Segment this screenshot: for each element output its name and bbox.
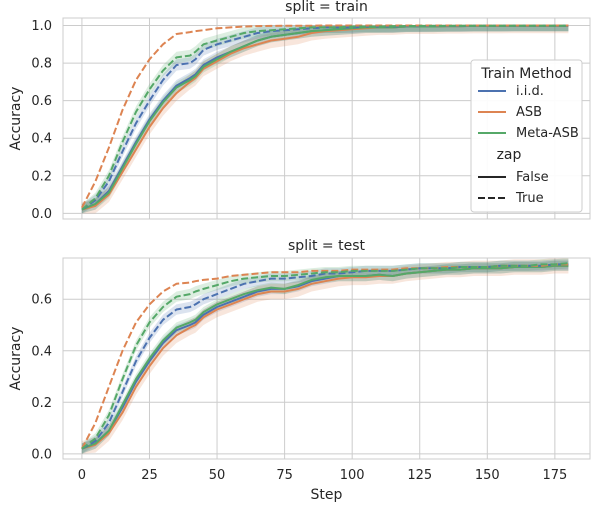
- legend-methods: i.i.d. ASB Meta-ASB: [478, 84, 579, 141]
- y-tick-label: 0.2: [31, 396, 52, 411]
- x-tick-label: 125: [407, 468, 432, 483]
- y-tick-label: 0.4: [31, 132, 52, 147]
- y-tick-label: 1.0: [31, 19, 52, 34]
- panel-train-bands: [81, 25, 569, 214]
- panel-train-title: split = train: [285, 0, 368, 15]
- legend-title-zap: zap: [497, 147, 522, 163]
- panel-test-y-label: Accuracy: [8, 327, 24, 391]
- legend-style-label: False: [516, 170, 549, 185]
- legend-method-label: i.i.d.: [516, 84, 544, 99]
- x-tick-label: 0: [78, 468, 86, 483]
- y-tick-label: 0.2: [31, 169, 52, 184]
- legend-styles: False True: [478, 170, 549, 206]
- confidence-band: [81, 260, 569, 454]
- legend-style-label: True: [515, 191, 544, 206]
- series-line: [81, 264, 569, 450]
- panel-test-lines: [81, 262, 569, 450]
- panel-test: 0.0 0.2 0.4 0.6 split = test Accuracy: [8, 238, 591, 463]
- confidence-band: [81, 25, 569, 214]
- x-tick-label: 100: [340, 468, 365, 483]
- x-axis-label: Step: [311, 487, 343, 503]
- panel-train-lines: [81, 24, 569, 211]
- panel-train-frame: [62, 17, 591, 220]
- legend-method-label: ASB: [516, 105, 542, 120]
- x-tick-label: 75: [276, 468, 293, 483]
- series-line: [81, 24, 569, 209]
- panel-train-y-ticks: 0.0 0.2 0.4 0.6 0.8 1.0: [31, 19, 52, 222]
- y-tick-label: 0.0: [31, 447, 52, 462]
- legend-method-label: Meta-ASB: [516, 126, 579, 141]
- series-line: [81, 24, 569, 211]
- x-tick-label: 50: [209, 468, 226, 483]
- panel-test-frame: [62, 257, 591, 460]
- legend: Train Method i.i.d. ASB Meta-ASB zap False…: [470, 59, 583, 213]
- x-ticks: 0 25 50 75 100 125 150 175: [78, 468, 568, 483]
- y-tick-label: 0.0: [31, 207, 52, 222]
- legend-title-method: Train Method: [480, 66, 572, 82]
- panel-train-y-label: Accuracy: [8, 87, 24, 151]
- x-tick-label: 150: [475, 468, 500, 483]
- panel-test-title: split = test: [288, 238, 365, 254]
- y-tick-label: 0.4: [31, 344, 52, 359]
- series-line: [81, 262, 569, 450]
- panel-test-y-ticks: 0.0 0.2 0.4 0.6: [31, 293, 52, 463]
- panel-test-bands: [81, 258, 569, 454]
- panel-test-grid: [63, 258, 590, 459]
- confidence-band: [81, 25, 569, 214]
- x-tick-label: 25: [141, 468, 158, 483]
- x-tick-label: 175: [542, 468, 567, 483]
- y-tick-label: 0.6: [31, 94, 52, 109]
- y-tick-label: 0.8: [31, 57, 52, 72]
- y-tick-label: 0.6: [31, 293, 52, 308]
- legend-box: [470, 59, 583, 213]
